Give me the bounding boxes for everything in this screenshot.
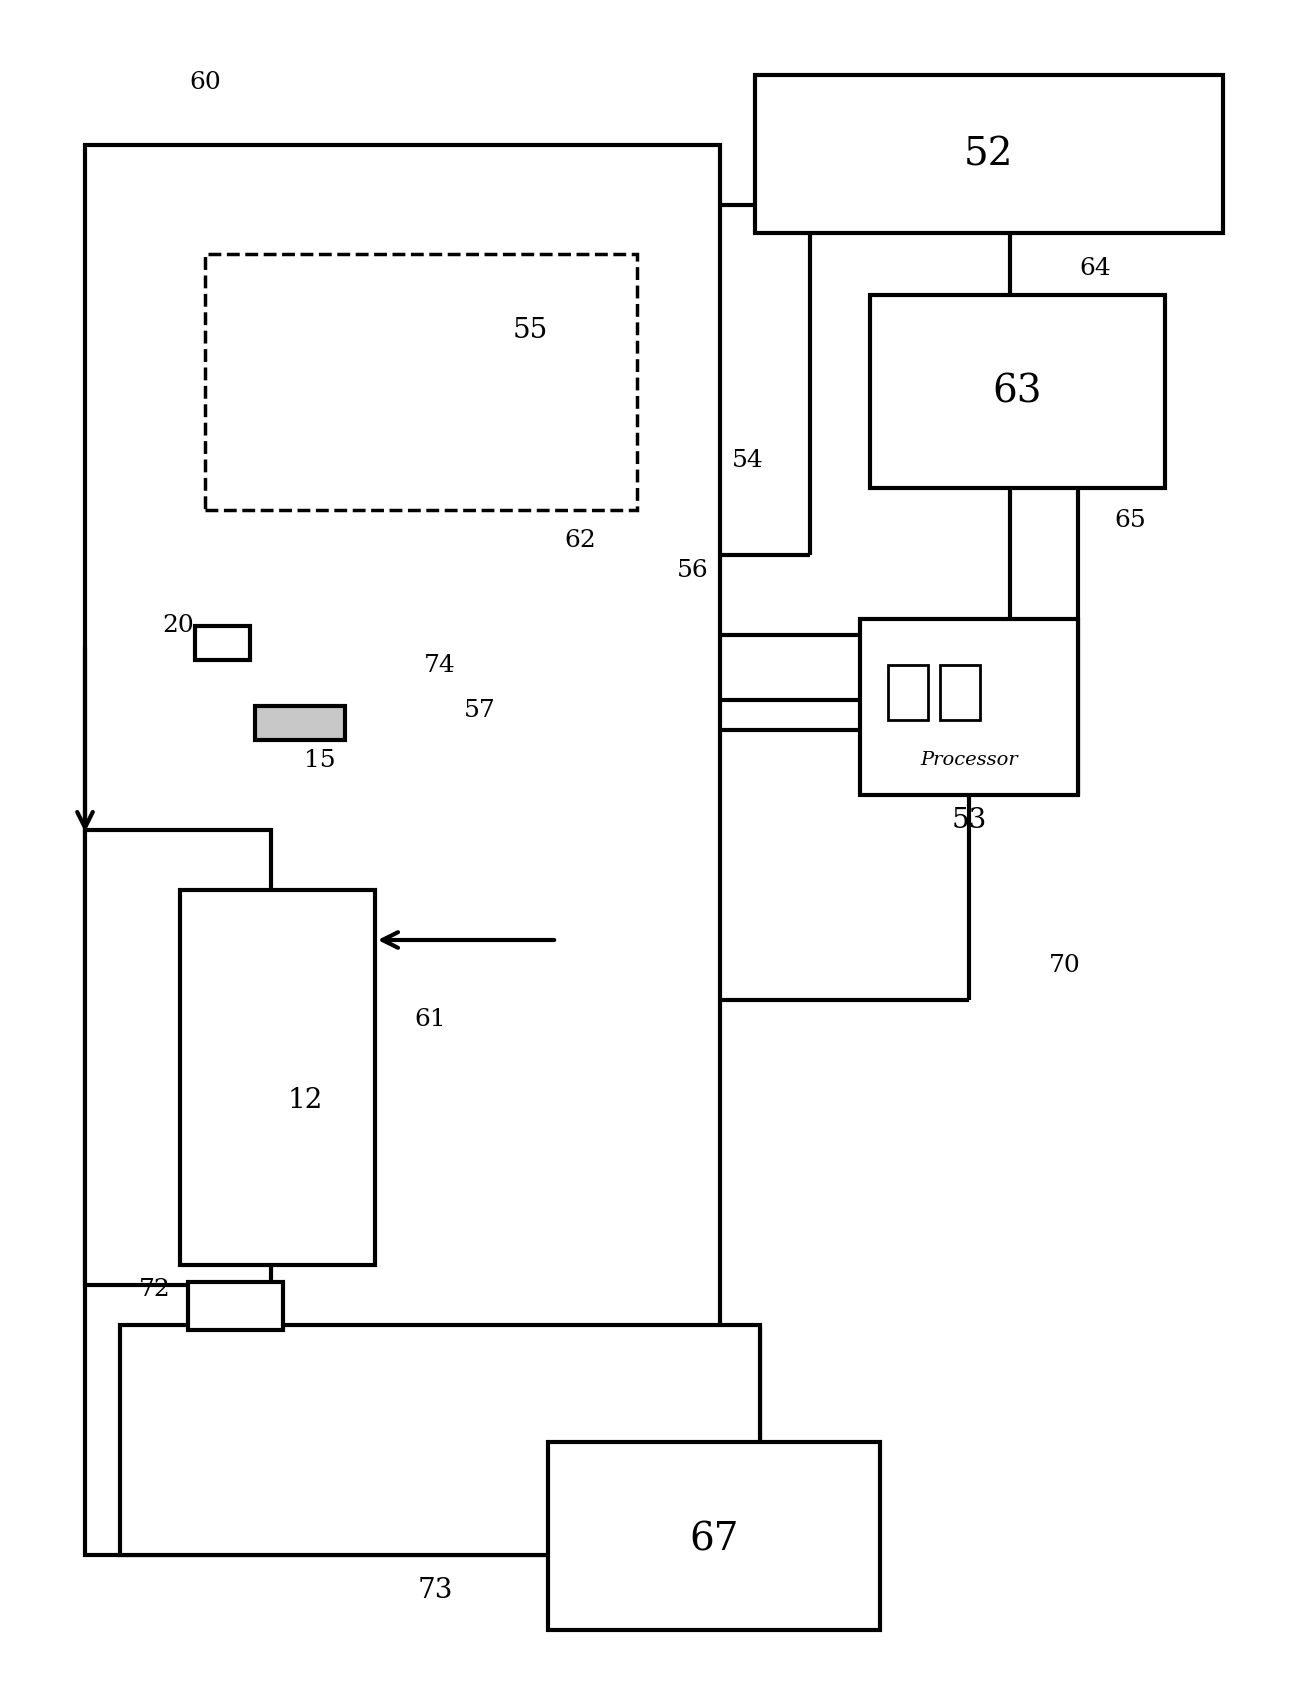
Text: 64: 64 xyxy=(1080,256,1111,280)
Text: 20: 20 xyxy=(162,613,194,637)
Bar xyxy=(120,1325,760,1554)
Bar xyxy=(888,665,928,721)
Text: 62: 62 xyxy=(565,529,596,551)
Bar xyxy=(85,145,720,1554)
Text: 74: 74 xyxy=(424,653,456,677)
Text: 15: 15 xyxy=(304,748,336,771)
Bar xyxy=(256,706,346,739)
Bar xyxy=(205,254,636,510)
Text: 63: 63 xyxy=(992,374,1042,411)
Text: 56: 56 xyxy=(677,559,709,581)
Bar xyxy=(870,295,1164,488)
Text: 67: 67 xyxy=(690,1522,739,1558)
Bar xyxy=(861,620,1078,795)
Text: 65: 65 xyxy=(1114,509,1146,532)
Text: Processor: Processor xyxy=(921,751,1018,770)
Text: 53: 53 xyxy=(952,807,987,834)
Bar xyxy=(940,665,981,721)
Text: 52: 52 xyxy=(964,136,1013,173)
Text: 57: 57 xyxy=(464,699,496,721)
Text: 60: 60 xyxy=(189,71,220,94)
Text: 12: 12 xyxy=(287,1086,322,1113)
Bar xyxy=(548,1442,880,1630)
Text: 70: 70 xyxy=(1050,953,1081,977)
Bar xyxy=(196,626,250,660)
Bar xyxy=(188,1282,283,1330)
Text: 54: 54 xyxy=(732,448,764,472)
Bar xyxy=(755,76,1223,232)
Text: 61: 61 xyxy=(415,1009,446,1032)
Bar xyxy=(85,830,271,1285)
Text: 55: 55 xyxy=(512,317,548,344)
Bar xyxy=(180,891,376,1265)
Text: 72: 72 xyxy=(140,1278,171,1302)
Text: 73: 73 xyxy=(417,1576,452,1603)
